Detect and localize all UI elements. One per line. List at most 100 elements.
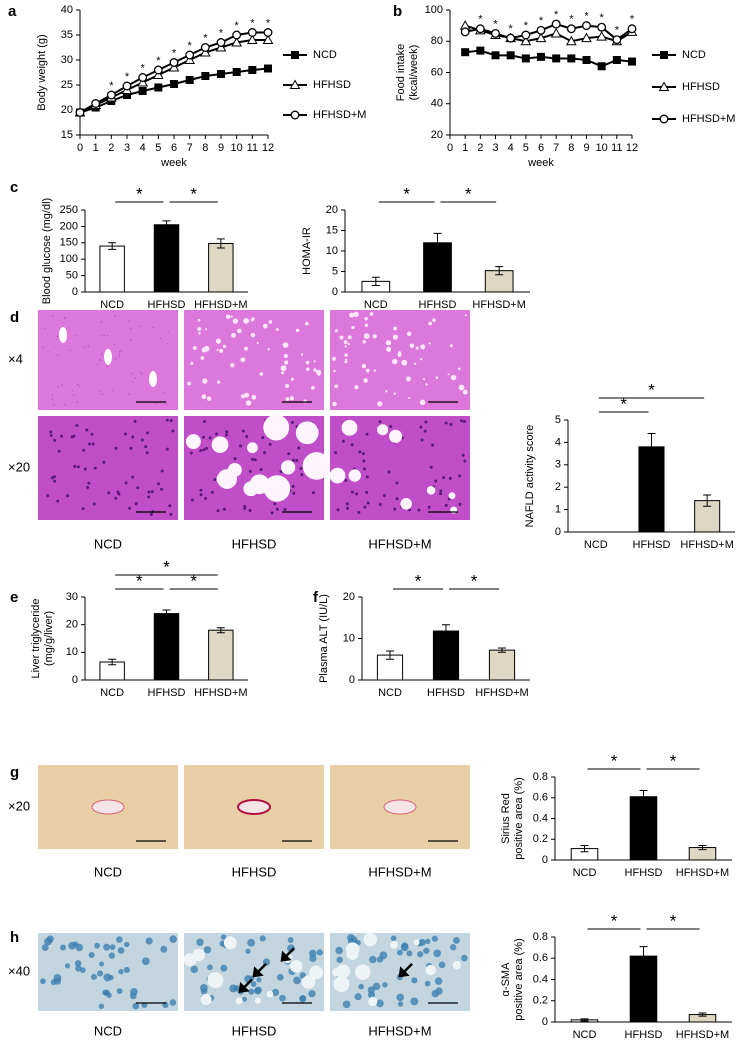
- tissue-dot: [363, 333, 370, 340]
- nucleus: [372, 982, 381, 991]
- tissue-dot: [69, 349, 72, 352]
- marker: [169, 58, 179, 67]
- marker: [138, 73, 148, 82]
- y-tick-label: 15: [326, 224, 338, 236]
- nucleus: [290, 420, 294, 424]
- nucleus: [85, 428, 89, 432]
- nucleus: [169, 935, 177, 943]
- group-label: NCD: [94, 536, 122, 551]
- tissue-dot: [200, 356, 205, 360]
- nucleus: [46, 494, 50, 498]
- marker: [659, 114, 669, 124]
- nucleus: [241, 996, 248, 1002]
- significance-star: *: [611, 911, 618, 930]
- tissue-dot: [99, 358, 101, 361]
- tissue-dot: [64, 317, 67, 320]
- tissue-dot: [377, 401, 383, 407]
- tissue-dot: [100, 321, 103, 324]
- significance-star: *: [670, 751, 677, 770]
- significance-star: *: [509, 23, 514, 35]
- y-tick-label: 250: [60, 204, 78, 216]
- nucleus: [66, 494, 70, 498]
- marker: [535, 32, 547, 43]
- marker: [491, 28, 500, 38]
- nucleus: [417, 951, 424, 958]
- tissue-dot: [71, 389, 74, 392]
- nucleus: [287, 452, 291, 456]
- nucleus: [88, 951, 95, 958]
- marker: [289, 79, 301, 89]
- nucleus: [389, 424, 393, 428]
- nucleus: [387, 470, 391, 474]
- tissue-dot: [347, 335, 352, 340]
- marker: [232, 68, 241, 76]
- nucleus: [220, 934, 227, 940]
- tissue-dot: [364, 323, 369, 327]
- x-tick-label: 10: [596, 142, 608, 154]
- nucleus: [91, 442, 95, 446]
- marker: [582, 21, 591, 31]
- tissue-dot: [267, 348, 270, 351]
- tissue-dot: [47, 351, 50, 353]
- tissue-dot: [419, 399, 426, 406]
- nucleus: [165, 418, 169, 422]
- marker: [475, 24, 485, 34]
- x-tick-label: 7: [187, 142, 193, 154]
- nucleus: [396, 949, 403, 956]
- tissue-dot: [372, 334, 377, 339]
- nucleus: [444, 503, 448, 507]
- error-bar: [495, 266, 504, 276]
- marker: [216, 38, 226, 47]
- nucleus: [116, 936, 123, 943]
- tissue-dot: [339, 335, 344, 340]
- marker: [627, 24, 637, 34]
- nucleus: [189, 451, 193, 455]
- fat-droplet: [346, 947, 359, 960]
- tissue-dot: [51, 315, 54, 317]
- x-tick-label: HFHSD: [625, 1029, 663, 1041]
- fat-droplet: [185, 434, 201, 450]
- nucleus: [276, 973, 284, 981]
- tissue-dot: [112, 389, 114, 392]
- tissue-dot: [332, 356, 336, 361]
- error-bar: [386, 650, 394, 660]
- tissue-dot: [244, 392, 250, 398]
- y-tick-label: 0.2: [533, 833, 548, 845]
- tissue-dot: [53, 404, 55, 406]
- tissue-dot: [141, 373, 143, 375]
- x-tick-label: 8: [202, 142, 208, 154]
- nucleus: [449, 423, 453, 427]
- nucleus: [149, 513, 153, 517]
- tissue-dot: [245, 400, 252, 406]
- x-tick-label: 9: [218, 142, 224, 154]
- y-axis-label: Plasma ALT (IU/L): [318, 594, 330, 683]
- nucleus: [40, 978, 46, 985]
- nucleus: [98, 1003, 105, 1010]
- y-tick-label: 0: [72, 286, 78, 298]
- fat-droplet: [332, 967, 342, 977]
- nucleus: [200, 987, 208, 995]
- bar: [629, 796, 658, 861]
- significance-star: *: [109, 80, 114, 92]
- tissue-dot: [420, 358, 423, 361]
- marker: [185, 50, 195, 60]
- significance-star: *: [415, 571, 422, 590]
- tissue-dot: [284, 360, 289, 365]
- fat-droplet: [425, 964, 436, 976]
- nucleus: [395, 481, 399, 485]
- nucleus: [94, 942, 101, 949]
- nucleus: [203, 946, 212, 954]
- nucleus: [367, 991, 376, 999]
- nucleus: [102, 460, 106, 464]
- tissue-dot: [409, 343, 415, 349]
- tissue-dot: [152, 326, 155, 329]
- tissue-dot: [103, 334, 105, 337]
- nucleus: [190, 965, 198, 974]
- legend-label: HFHSD: [682, 81, 720, 93]
- nucleus: [396, 993, 404, 1002]
- x-tick-label: 11: [247, 142, 258, 154]
- nucleus: [53, 479, 57, 483]
- marker: [567, 54, 576, 63]
- x-tick-label: 0: [447, 142, 453, 154]
- significance-star: *: [136, 571, 143, 590]
